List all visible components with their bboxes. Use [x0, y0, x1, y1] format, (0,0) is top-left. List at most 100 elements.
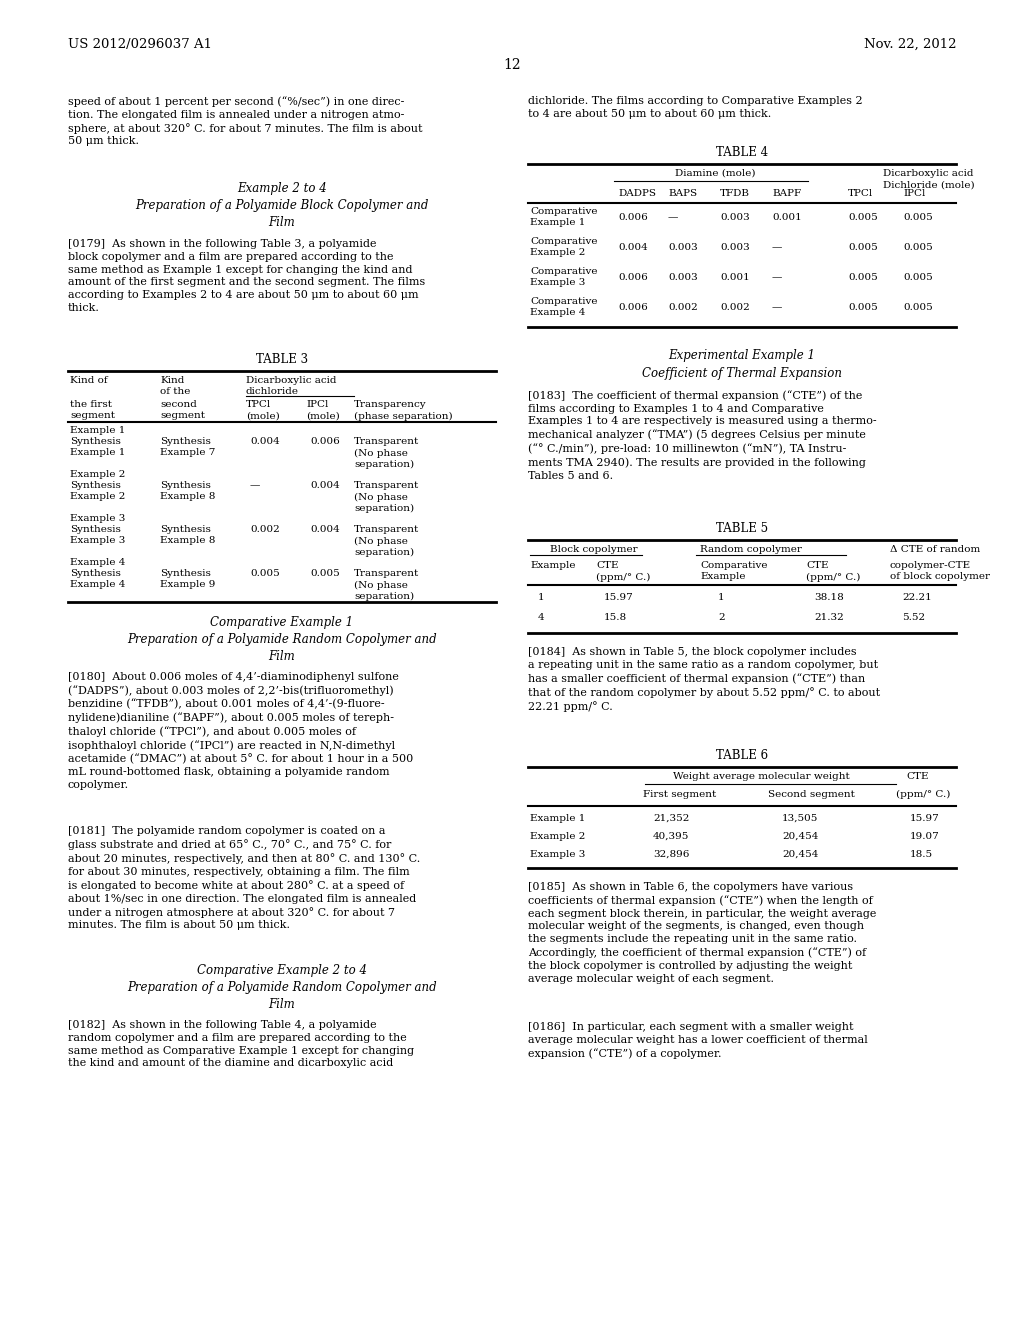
Text: [0182]  As shown in the following Table 4, a polyamide
random copolymer and a fi: [0182] As shown in the following Table 4…	[68, 1020, 414, 1068]
Text: 0.004: 0.004	[310, 480, 340, 490]
Text: 15.8: 15.8	[604, 612, 627, 622]
Text: 0.005: 0.005	[848, 243, 878, 252]
Text: IPCl
(mole): IPCl (mole)	[306, 400, 340, 421]
Text: —: —	[668, 213, 678, 222]
Text: 0.003: 0.003	[720, 213, 750, 222]
Text: First segment: First segment	[643, 789, 716, 799]
Text: copolymer-CTE
of block copolymer: copolymer-CTE of block copolymer	[890, 561, 990, 581]
Text: —: —	[250, 480, 260, 490]
Text: (ppm/° C.): (ppm/° C.)	[896, 789, 950, 799]
Text: DADPS: DADPS	[618, 189, 656, 198]
Text: Synthesis
Example 8: Synthesis Example 8	[160, 480, 215, 502]
Text: Transparent
(No phase
separation): Transparent (No phase separation)	[354, 437, 419, 469]
Text: 0.001: 0.001	[772, 213, 802, 222]
Text: 0.005: 0.005	[848, 304, 878, 312]
Text: Preparation of a Polyamide Block Copolymer and
Film: Preparation of a Polyamide Block Copolym…	[135, 199, 429, 228]
Text: Diamine (mole): Diamine (mole)	[675, 169, 756, 178]
Text: 0.006: 0.006	[618, 213, 648, 222]
Text: 0.002: 0.002	[250, 525, 280, 535]
Text: —: —	[772, 273, 782, 282]
Text: Comparative Example 1: Comparative Example 1	[211, 616, 353, 630]
Text: Example 1: Example 1	[530, 814, 586, 822]
Text: [0184]  As shown in Table 5, the block copolymer includes
a repeating unit in th: [0184] As shown in Table 5, the block co…	[528, 647, 880, 711]
Text: [0181]  The polyamide random copolymer is coated on a
glass substrate and dried : [0181] The polyamide random copolymer is…	[68, 826, 420, 931]
Text: Synthesis
Example 3: Synthesis Example 3	[70, 525, 125, 545]
Text: Synthesis
Example 4: Synthesis Example 4	[70, 569, 125, 590]
Text: Example 1: Example 1	[70, 426, 125, 436]
Text: 18.5: 18.5	[910, 850, 933, 859]
Text: 0.004: 0.004	[310, 525, 340, 535]
Text: Experimental Example 1: Experimental Example 1	[669, 348, 815, 362]
Text: CTE
(ppm/° C.): CTE (ppm/° C.)	[806, 561, 860, 582]
Text: BAPF: BAPF	[772, 189, 801, 198]
Text: speed of about 1 percent per second (“%/sec”) in one direc-
tion. The elongated : speed of about 1 percent per second (“%/…	[68, 96, 423, 147]
Text: 0.004: 0.004	[618, 243, 648, 252]
Text: 2: 2	[718, 612, 725, 622]
Text: Dicarboxylic acid
dichloride: Dicarboxylic acid dichloride	[246, 376, 337, 396]
Text: Coefficient of Thermal Expansion: Coefficient of Thermal Expansion	[642, 367, 842, 380]
Text: BAPS: BAPS	[668, 189, 697, 198]
Text: 0.005: 0.005	[903, 273, 933, 282]
Text: TPCl: TPCl	[848, 189, 873, 198]
Text: Synthesis
Example 9: Synthesis Example 9	[160, 569, 215, 590]
Text: [0183]  The coefficient of thermal expansion (“CTE”) of the
films according to E: [0183] The coefficient of thermal expans…	[528, 389, 877, 480]
Text: Nov. 22, 2012: Nov. 22, 2012	[863, 38, 956, 51]
Text: TFDB: TFDB	[720, 189, 750, 198]
Text: Comparative
Example: Comparative Example	[700, 561, 768, 581]
Text: 4: 4	[538, 612, 545, 622]
Text: 40,395: 40,395	[653, 832, 689, 841]
Text: Transparency
(phase separation): Transparency (phase separation)	[354, 400, 453, 421]
Text: Weight average molecular weight: Weight average molecular weight	[673, 772, 850, 781]
Text: Example 4: Example 4	[70, 558, 125, 568]
Text: Synthesis
Example 1: Synthesis Example 1	[70, 437, 125, 458]
Text: US 2012/0296037 A1: US 2012/0296037 A1	[68, 38, 212, 51]
Text: —: —	[772, 304, 782, 312]
Text: 0.005: 0.005	[903, 243, 933, 252]
Text: 38.18: 38.18	[814, 593, 844, 602]
Text: CTE
(ppm/° C.): CTE (ppm/° C.)	[596, 561, 650, 582]
Text: 32,896: 32,896	[653, 850, 689, 859]
Text: Example 3: Example 3	[530, 850, 586, 859]
Text: 0.002: 0.002	[720, 304, 750, 312]
Text: Example 2: Example 2	[530, 832, 586, 841]
Text: 1: 1	[718, 593, 725, 602]
Text: 0.006: 0.006	[310, 437, 340, 446]
Text: Kind of: Kind of	[70, 376, 108, 385]
Text: 15.97: 15.97	[910, 814, 940, 822]
Text: Synthesis
Example 8: Synthesis Example 8	[160, 525, 215, 545]
Text: Block copolymer: Block copolymer	[550, 545, 638, 554]
Text: Example 2: Example 2	[70, 470, 125, 479]
Text: —: —	[772, 243, 782, 252]
Text: second
segment: second segment	[160, 400, 205, 421]
Text: [0186]  In particular, each segment with a smaller weight
average molecular weig: [0186] In particular, each segment with …	[528, 1022, 867, 1059]
Text: Transparent
(No phase
separation): Transparent (No phase separation)	[354, 525, 419, 557]
Text: TPCl
(mole): TPCl (mole)	[246, 400, 280, 421]
Text: 0.005: 0.005	[310, 569, 340, 578]
Text: 13,505: 13,505	[782, 814, 818, 822]
Text: dichloride. The films according to Comparative Examples 2
to 4 are about 50 μm t: dichloride. The films according to Compa…	[528, 96, 862, 119]
Text: 0.006: 0.006	[618, 273, 648, 282]
Text: Comparative
Example 4: Comparative Example 4	[530, 297, 597, 317]
Text: Random copolymer: Random copolymer	[700, 545, 802, 554]
Text: [0185]  As shown in Table 6, the copolymers have various
coefficients of thermal: [0185] As shown in Table 6, the copolyme…	[528, 882, 877, 983]
Text: Comparative
Example 1: Comparative Example 1	[530, 207, 597, 227]
Text: Δ CTE of random: Δ CTE of random	[890, 545, 980, 554]
Text: [0179]  As shown in the following Table 3, a polyamide
block copolymer and a fil: [0179] As shown in the following Table 3…	[68, 239, 425, 313]
Text: Synthesis
Example 7: Synthesis Example 7	[160, 437, 215, 458]
Text: CTE: CTE	[906, 772, 929, 781]
Text: 20,454: 20,454	[782, 832, 818, 841]
Text: 0.005: 0.005	[903, 213, 933, 222]
Text: TABLE 6: TABLE 6	[716, 748, 768, 762]
Text: Second segment: Second segment	[768, 789, 855, 799]
Text: Comparative
Example 2: Comparative Example 2	[530, 238, 597, 257]
Text: 21,352: 21,352	[653, 814, 689, 822]
Text: TABLE 3: TABLE 3	[256, 352, 308, 366]
Text: 1: 1	[538, 593, 545, 602]
Text: 0.004: 0.004	[250, 437, 280, 446]
Text: Comparative Example 2 to 4: Comparative Example 2 to 4	[197, 964, 367, 977]
Text: Example 3: Example 3	[70, 513, 125, 523]
Text: TABLE 5: TABLE 5	[716, 521, 768, 535]
Text: Comparative
Example 3: Comparative Example 3	[530, 267, 597, 288]
Text: 0.003: 0.003	[668, 273, 697, 282]
Text: 0.003: 0.003	[668, 243, 697, 252]
